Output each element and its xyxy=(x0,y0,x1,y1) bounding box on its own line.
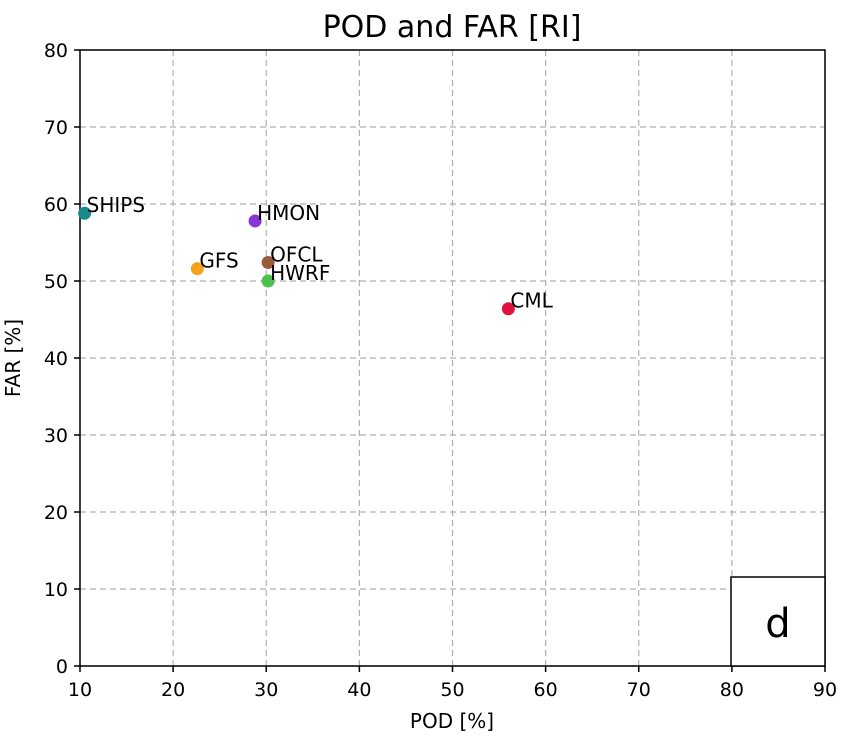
y-tick-label: 30 xyxy=(44,425,68,447)
data-point-hmon xyxy=(248,214,262,228)
x-tick-label: 30 xyxy=(254,679,278,701)
x-tick-label: 20 xyxy=(161,679,185,701)
y-tick-label: 50 xyxy=(44,271,68,293)
x-tick-label: 90 xyxy=(813,679,837,701)
x-tick-label: 40 xyxy=(347,679,371,701)
y-axis-label: FAR [%] xyxy=(1,319,25,397)
y-tick-label: 20 xyxy=(44,502,68,524)
y-tick-label: 10 xyxy=(44,579,68,601)
data-point-cml xyxy=(501,302,515,316)
x-axis-label: POD [%] xyxy=(410,709,494,733)
y-tick-label: 60 xyxy=(44,194,68,216)
panel-label-box xyxy=(730,576,826,667)
chart-title: POD and FAR [RI] xyxy=(323,10,582,45)
panel-label: d xyxy=(765,601,790,647)
y-tick-label: 40 xyxy=(44,348,68,370)
x-tick-label: 10 xyxy=(68,679,92,701)
x-tick-label: 50 xyxy=(440,679,464,701)
data-point-label: SHIPS xyxy=(87,193,145,217)
y-tick-label: 80 xyxy=(44,40,68,62)
data-point-label: HWRF xyxy=(270,261,330,285)
x-tick-label: 80 xyxy=(720,679,744,701)
data-point-ofcl xyxy=(261,256,275,270)
data-point-label: CML xyxy=(510,289,553,313)
x-tick-label: 60 xyxy=(534,679,558,701)
data-point-hwrf xyxy=(261,274,275,288)
y-tick-label: 70 xyxy=(44,117,68,139)
data-point-gfs xyxy=(190,262,204,276)
data-point-label: HMON xyxy=(257,201,320,225)
grid-layer xyxy=(79,49,826,667)
x-tick-label: 70 xyxy=(627,679,651,701)
data-point-label: OFCL xyxy=(270,243,323,267)
data-point-label: GFS xyxy=(199,249,238,273)
data-point-ships xyxy=(78,206,92,220)
y-tick-label: 0 xyxy=(56,656,68,678)
